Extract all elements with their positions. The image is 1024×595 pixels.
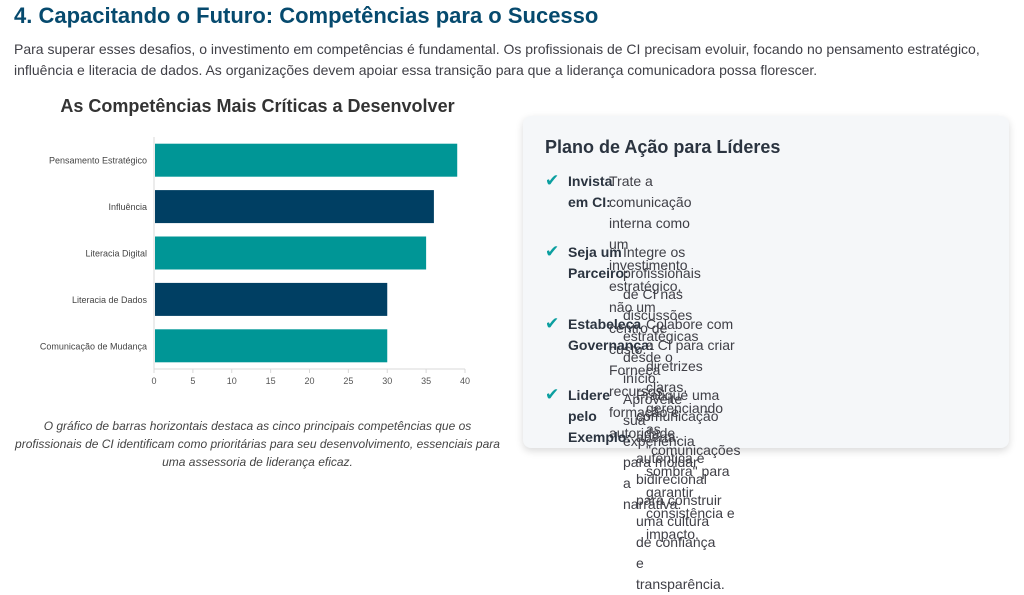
chart-title: As Competências Mais Críticas a Desenvol… xyxy=(60,96,455,116)
x-tick-label: 20 xyxy=(304,376,314,386)
category-label: Literacia de Dados xyxy=(72,295,148,305)
category-label: Pensamento Estratégico xyxy=(49,156,147,166)
bar-4 xyxy=(155,329,388,363)
bar-2 xyxy=(155,236,427,270)
x-tick-label: 30 xyxy=(382,376,392,386)
action-plan-title: Plano de Ação para Líderes xyxy=(545,137,781,157)
action-label: Invista em CI: xyxy=(568,173,613,210)
category-label: Influência xyxy=(108,202,147,212)
checkmark-icon: ✔ xyxy=(545,242,560,262)
checkmark-icon: ✔ xyxy=(545,314,560,334)
category-label: Comunicação de Mudança xyxy=(40,341,147,351)
competencies-bar-chart: Pensamento Estratégico Influência Literaci… xyxy=(40,137,470,386)
x-tick-label: 25 xyxy=(343,376,353,386)
bar-1 xyxy=(155,190,434,224)
x-tick-label: 10 xyxy=(227,376,237,386)
bar-0 xyxy=(155,143,458,177)
x-tick-label: 0 xyxy=(151,376,156,386)
action-label: Estabeleça Governança: xyxy=(568,316,654,353)
action-label: Seja um Parceiro: xyxy=(568,244,629,281)
section-title: 4. Capacitando o Futuro: Competências pa… xyxy=(14,3,599,28)
action-text: Trate a comunicação interna como um inve… xyxy=(609,173,692,441)
x-tick-label: 40 xyxy=(460,376,470,386)
action-label: Lidere pelo Exemplo: xyxy=(568,387,632,445)
action-text: Pratique uma comunicação aberta, autênti… xyxy=(636,387,725,592)
checkmark-icon: ✔ xyxy=(545,385,560,405)
x-tick-label: 15 xyxy=(266,376,276,386)
chart-caption: O gráfico de barras horizontais destaca … xyxy=(15,419,500,469)
action-text: Integre os profissionais de CI nas discu… xyxy=(623,244,701,512)
action-plan-card: Plano de Ação para Líderes ✔ Invista em … xyxy=(523,116,1009,592)
intro-paragraph: Para superar esses desafios, o investime… xyxy=(14,41,980,78)
x-tick-label: 35 xyxy=(421,376,431,386)
checkmark-icon: ✔ xyxy=(545,171,560,191)
x-tick-label: 5 xyxy=(190,376,195,386)
bar-3 xyxy=(155,282,388,316)
category-label: Literacia Digital xyxy=(85,249,147,259)
